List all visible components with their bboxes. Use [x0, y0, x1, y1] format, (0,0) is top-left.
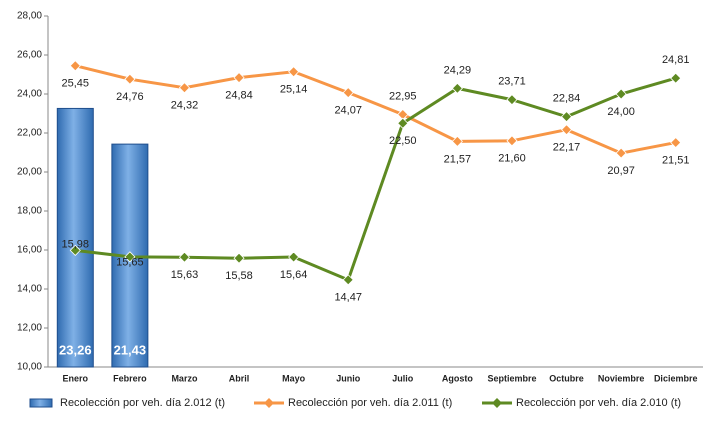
data-label: 15,63: [171, 269, 199, 281]
data-label: 24,84: [225, 90, 253, 102]
x-tick-label: Abril: [229, 373, 250, 383]
legend-marker: [492, 398, 502, 408]
marker: [69, 60, 81, 72]
y-tick-label: 12,00: [17, 323, 42, 334]
data-label: 14,47: [334, 292, 362, 304]
x-tick-label: Diciembre: [654, 373, 698, 383]
line: [75, 76, 677, 282]
bar: [56, 107, 94, 368]
bar-label: 21,43: [114, 342, 147, 357]
x-tick-label: Julio: [392, 373, 414, 383]
data-label: 24,07: [334, 105, 362, 117]
y-tick-label: 16,00: [17, 245, 42, 256]
y-tick-label: 24,00: [17, 89, 42, 100]
data-label: 25,45: [62, 78, 90, 90]
data-label: 15,65: [116, 257, 144, 269]
x-tick-label: Mayo: [282, 373, 306, 383]
data-label: 15,64: [280, 269, 308, 281]
marker: [288, 251, 300, 263]
marker: [670, 72, 682, 84]
x-tick-label: Febrero: [113, 373, 147, 383]
line: [74, 64, 676, 155]
marker: [615, 147, 627, 159]
marker: [397, 117, 409, 129]
data-label: 22,50: [389, 135, 417, 147]
data-label: 22,84: [553, 93, 581, 105]
marker: [124, 73, 136, 85]
marker: [560, 111, 573, 123]
data-label: 24,81: [662, 54, 690, 66]
data-label: 21,51: [662, 154, 690, 166]
marker: [178, 82, 191, 94]
marker: [451, 135, 463, 147]
data-label: 22,17: [553, 142, 581, 154]
marker: [342, 87, 354, 99]
y-tick-label: 22,00: [17, 128, 42, 139]
y-tick-label: 18,00: [17, 206, 42, 217]
marker: [670, 136, 682, 149]
data-label: 24,76: [116, 91, 144, 103]
marker: [69, 244, 81, 256]
marker: [178, 251, 191, 263]
data-label: 24,00: [607, 106, 635, 118]
x-tick-label: Noviembre: [598, 373, 645, 383]
legend-marker: [264, 398, 274, 408]
data-label: 21,57: [444, 153, 472, 165]
marker: [124, 251, 136, 263]
legend-label: Recolección por veh. día 2.012 (t): [60, 397, 225, 409]
bar-label: 23,26: [59, 342, 92, 357]
data-label: 15,58: [225, 270, 253, 282]
marker: [560, 124, 573, 136]
x-tick-label: Junio: [336, 373, 361, 383]
data-label: 23,71: [498, 76, 526, 88]
x-tick-label: Agosto: [442, 373, 473, 383]
x-tick-label: Marzo: [171, 373, 198, 383]
data-label: 20,97: [607, 165, 635, 177]
x-tick-label: Septiembre: [487, 373, 536, 383]
legend-swatch: [29, 398, 53, 408]
legend-label: Recolección por veh. día 2.011 (t): [288, 397, 452, 409]
marker: [288, 66, 300, 78]
data-label: 24,29: [444, 64, 472, 76]
y-tick-label: 14,00: [17, 284, 42, 295]
x-tick-label: Octubre: [549, 373, 584, 383]
data-label: 24,32: [171, 100, 199, 112]
marker: [615, 88, 627, 100]
data-label: 25,14: [280, 84, 308, 96]
y-tick-label: 26,00: [17, 50, 42, 61]
marker: [506, 135, 518, 147]
marker: [342, 274, 354, 286]
marker: [506, 94, 518, 106]
x-tick-label: Enero: [63, 373, 89, 383]
data-label: 22,95: [389, 90, 417, 102]
y-tick-label: 20,00: [17, 167, 42, 178]
y-tick-label: 28,00: [17, 11, 42, 22]
legend-label: Recolección por veh. día 2.010 (t): [516, 397, 681, 409]
marker: [451, 82, 463, 94]
data-label: 15,98: [62, 238, 90, 250]
marker: [233, 72, 245, 84]
data-label: 21,60: [498, 153, 526, 165]
marker: [233, 252, 245, 264]
y-tick-label: 10,00: [17, 362, 42, 373]
